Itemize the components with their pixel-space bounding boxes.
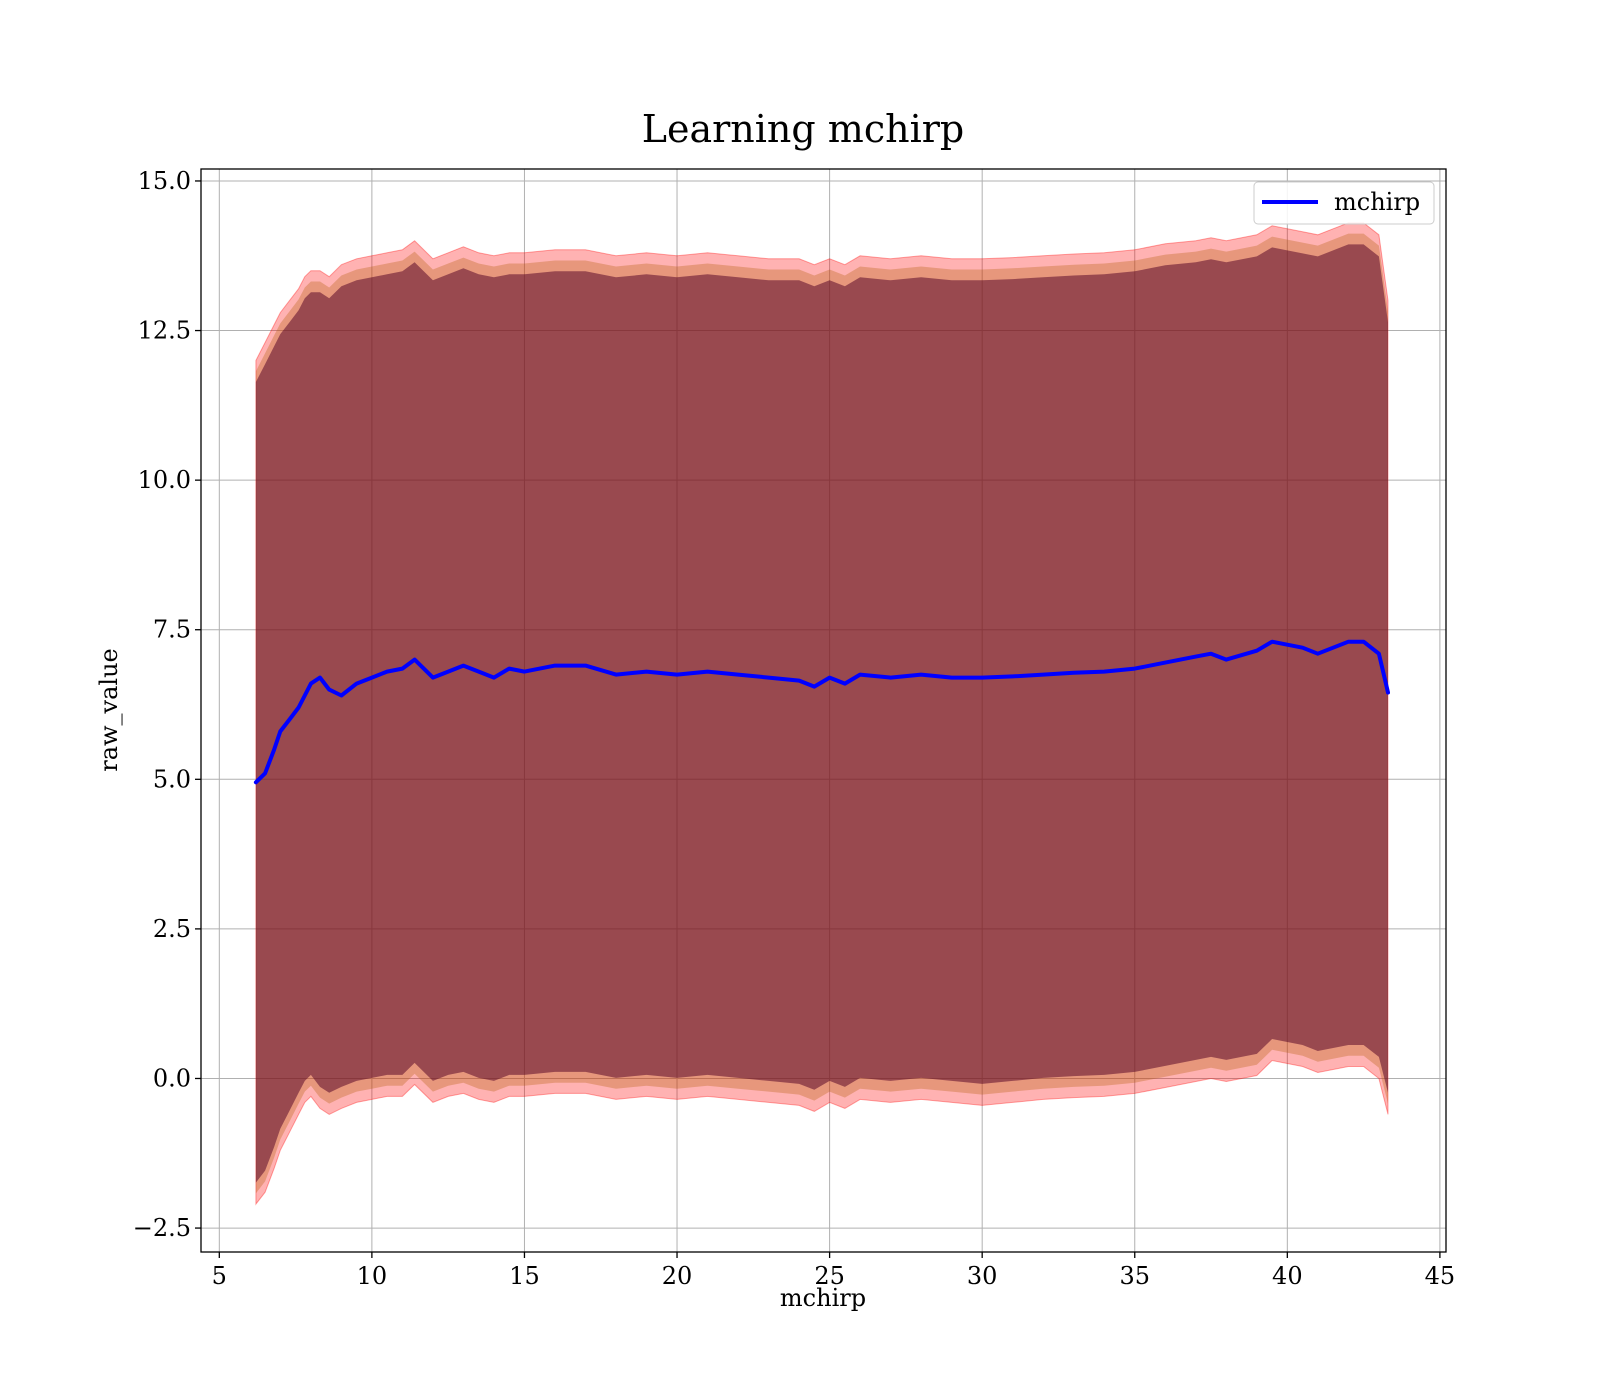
legend-box: [1253, 181, 1435, 225]
x-tick-label: 35: [1119, 1262, 1150, 1290]
band-inner: [255, 244, 1388, 1183]
x-tick-label: 40: [1272, 1262, 1303, 1290]
y-tick-label: 7.5: [153, 616, 191, 644]
y-tick-label: 5.0: [153, 765, 191, 793]
y-tick-label: 0.0: [153, 1064, 191, 1092]
plot-frame: [200, 168, 1447, 1253]
legend-label-mchirp: mchirp: [1334, 188, 1420, 216]
y-tick-label: −2.5: [133, 1214, 191, 1242]
x-tick-label: 30: [967, 1262, 998, 1290]
x-tick-label: 10: [357, 1262, 388, 1290]
y-axis-ticks: −2.5 0.0 2.5 5.0 7.5 10.0 12.5 15.0: [133, 167, 201, 1242]
y-tick-label: 12.5: [138, 317, 191, 345]
x-tick-label: 25: [814, 1262, 845, 1290]
y-tick-label: 15.0: [138, 167, 191, 195]
x-axis-ticks: 5 10 15 20 25 30 35 40 45: [212, 1252, 1456, 1290]
x-tick-label: 5: [212, 1262, 227, 1290]
y-tick-label: 2.5: [153, 915, 191, 943]
x-tick-label: 15: [509, 1262, 540, 1290]
confidence-bands: [255, 222, 1389, 1206]
x-tick-label: 45: [1425, 1262, 1456, 1290]
y-tick-label: 10.0: [138, 466, 191, 494]
legend: mchirp: [1253, 181, 1435, 225]
series-lines: [253, 639, 1390, 785]
x-axis-label: mchirp: [780, 1284, 866, 1312]
y-axis-label: raw_value: [95, 648, 123, 772]
chart-title: Learning mchirp: [642, 107, 964, 151]
x-tick-label: 20: [662, 1262, 693, 1290]
series-line-mchirp: [253, 639, 1390, 785]
